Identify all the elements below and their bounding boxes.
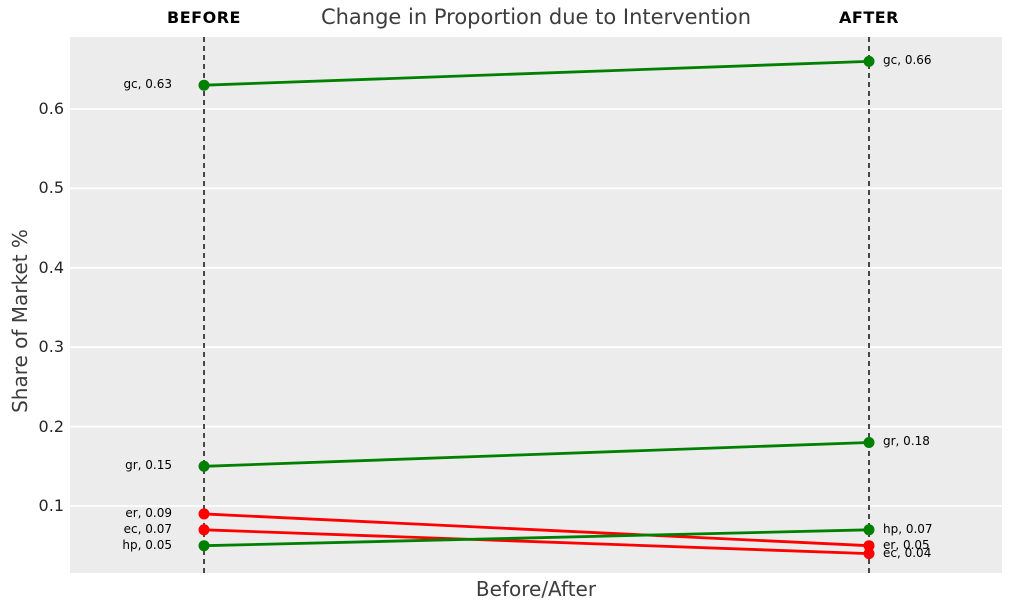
point-label-gc-after: gc, 0.66 [883, 53, 932, 68]
data-point-hp-after [863, 524, 875, 536]
y-tick-label: 0.6 [38, 99, 64, 118]
slope-line-gc [203, 59, 870, 87]
x-axis-label: Before/After [475, 577, 597, 601]
point-label-gc-before: gc, 0.63 [123, 77, 172, 92]
point-label-ec-before: ec, 0.07 [123, 521, 172, 536]
chart-title: Change in Proportion due to Intervention [320, 5, 752, 29]
point-label-er-before: er, 0.09 [125, 505, 172, 520]
slope-chart-canvas [70, 37, 1002, 573]
data-point-er-after [863, 540, 875, 552]
y-axis-label: Share of Market % [8, 229, 32, 413]
point-label-gr-after: gr, 0.18 [883, 434, 930, 449]
data-point-gc-after [863, 55, 875, 67]
point-label-hp-before: hp, 0.05 [122, 537, 172, 552]
data-point-ec-after [863, 548, 875, 560]
point-label-er-after: er, 0.05 [883, 537, 930, 552]
y-tick-label: 0.2 [38, 416, 64, 436]
data-point-gc-before [198, 79, 210, 91]
column-header-after: AFTER [839, 8, 899, 27]
y-tick-label: 0.1 [38, 495, 64, 515]
y-tick-label: 0.3 [38, 337, 64, 357]
point-label-gr-before: gr, 0.15 [125, 458, 172, 473]
slope-line-hp [203, 528, 870, 548]
data-point-gr-before [198, 460, 210, 472]
column-header-before: BEFORE [167, 8, 241, 27]
data-point-hp-before [198, 540, 210, 552]
y-tick-label: 0.5 [38, 178, 64, 198]
y-tick-label: 0.4 [38, 257, 64, 277]
slope-line-ec [203, 528, 870, 556]
plot-area [70, 37, 1002, 573]
slope-line-gr [203, 441, 870, 468]
point-label-ec-after: ec, 0.04 [883, 545, 932, 560]
data-point-er-before [198, 508, 210, 520]
data-point-gr-after [863, 436, 875, 448]
data-point-ec-before [198, 524, 210, 536]
slope-line-er [203, 512, 870, 548]
point-label-hp-after: hp, 0.07 [883, 521, 933, 536]
